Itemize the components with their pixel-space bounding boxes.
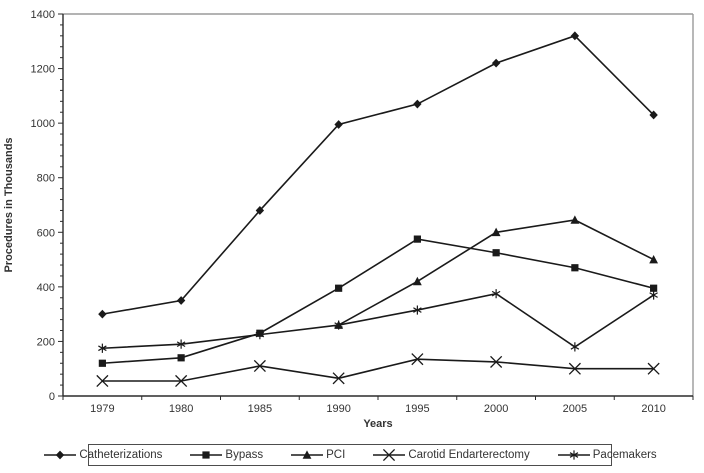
- chart-legend: Catheterizations Bypass PCI Carotid Enda…: [44, 444, 657, 466]
- y-tick-label: 0: [49, 391, 55, 403]
- marker-diamond: [334, 120, 343, 129]
- x-tick-label: 1985: [248, 403, 272, 415]
- marker-star: [569, 450, 579, 460]
- marker-x: [175, 374, 188, 388]
- series-catheterizations: [98, 31, 658, 319]
- x-tick-label: 1990: [326, 403, 350, 415]
- marker-square: [571, 264, 579, 272]
- legend-item-pacemakers: Pacemakers: [557, 449, 657, 461]
- marker-triangle: [302, 450, 312, 459]
- marker-x: [96, 374, 109, 388]
- marker-triangle: [412, 276, 422, 286]
- legend-marker-triangle-icon: [291, 450, 324, 459]
- x-tick-label: 2010: [641, 403, 665, 415]
- x-tick-label: 1980: [169, 403, 193, 415]
- marker-x: [411, 353, 424, 366]
- marker-square: [335, 284, 343, 292]
- marker-diamond: [649, 110, 658, 120]
- marker-star: [491, 289, 501, 299]
- marker-x: [253, 359, 266, 373]
- marker-x: [383, 449, 396, 461]
- legend-marker-star-icon: [557, 450, 590, 460]
- x-tick-label: 2005: [563, 403, 587, 415]
- marker-square: [650, 284, 658, 292]
- x-tick-label: 1979: [90, 403, 114, 415]
- marker-triangle: [649, 254, 659, 264]
- marker-diamond: [413, 99, 422, 109]
- series-line: [102, 238, 654, 365]
- y-tick-label: 1000: [31, 118, 55, 130]
- legend-label: PCI: [326, 449, 346, 461]
- series-line: [102, 292, 655, 350]
- legend-marker-x-icon: [373, 449, 406, 461]
- marker-diamond: [98, 309, 107, 319]
- x-tick-label: 2000: [484, 403, 508, 415]
- marker-triangle: [491, 227, 501, 237]
- marker-star: [570, 342, 580, 352]
- marker-x: [332, 372, 345, 385]
- legend-marker-diamond-icon: [44, 450, 77, 460]
- marker-star: [413, 305, 422, 315]
- marker-star: [176, 339, 186, 349]
- legend-marker-square-icon: [190, 451, 223, 459]
- series-carotid-endarterectomy: [96, 353, 660, 388]
- marker-square: [177, 354, 185, 362]
- legend-item-carotid-endarterectomy: Carotid Endarterectomy: [372, 449, 530, 461]
- marker-star: [649, 290, 658, 300]
- line-chart: 0 200 400 600 800 1000 1200 1400 1979 1980 1985 199…: [3, 9, 694, 430]
- marker-star: [255, 330, 265, 340]
- legend-label: Catheterizations: [79, 449, 163, 461]
- series-pacemakers: [98, 289, 658, 353]
- y-tick-label: 200: [37, 336, 55, 348]
- x-tick-label: 1995: [405, 403, 429, 415]
- marker-star: [334, 320, 343, 330]
- legend-label: Pacemakers: [592, 449, 657, 461]
- marker-diamond: [570, 31, 580, 41]
- marker-square: [413, 235, 421, 243]
- y-tick-label: 1400: [31, 9, 55, 21]
- x-axis-title: Years: [363, 418, 392, 430]
- marker-diamond: [491, 58, 501, 68]
- legend-item-pci: PCI: [290, 449, 345, 461]
- legend-label: Bypass: [225, 449, 264, 461]
- plot-area: 0 200 400 600 800 1000 1200 1400 1979 1980 1985 199…: [31, 9, 694, 415]
- y-tick-label: 800: [37, 173, 55, 185]
- series-line: [102, 34, 655, 315]
- y-tick-label: 400: [37, 282, 55, 294]
- legend-item-bypass: Bypass: [189, 449, 263, 461]
- marker-x: [647, 362, 660, 375]
- marker-triangle: [570, 215, 580, 224]
- marker-diamond: [176, 296, 186, 305]
- marker-square: [202, 451, 211, 459]
- marker-star: [98, 343, 107, 353]
- marker-square: [492, 249, 500, 257]
- marker-square: [98, 359, 106, 367]
- y-tick-label: 600: [37, 227, 55, 239]
- marker-diamond: [255, 206, 265, 215]
- series-pci: [334, 215, 659, 329]
- legend-item-catheterizations: Catheterizations: [43, 449, 162, 461]
- marker-x: [490, 355, 503, 368]
- marker-diamond: [56, 450, 65, 460]
- series-line: [102, 358, 654, 382]
- y-tick-label: 1200: [31, 64, 55, 76]
- y-axis-title: Procedures in Thousands: [3, 137, 15, 272]
- legend-label: Carotid Endarterectomy: [408, 449, 530, 461]
- marker-x: [568, 362, 581, 375]
